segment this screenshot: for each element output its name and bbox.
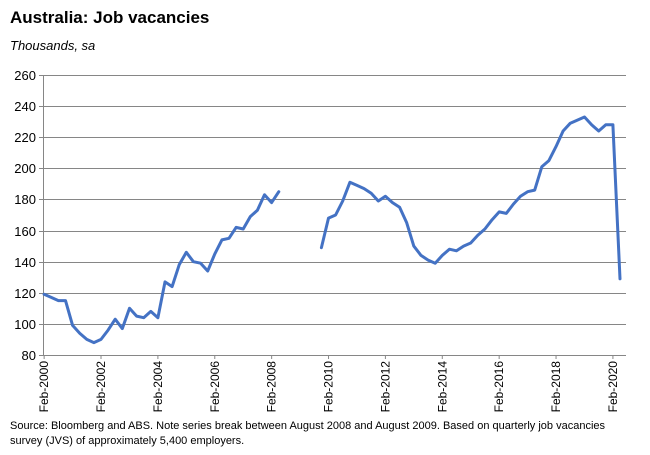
y-tick-label: 120	[14, 286, 36, 301]
x-tick-label: Feb-2012	[378, 361, 392, 413]
x-tick-label: Feb-2010	[322, 361, 336, 413]
y-tick-label: 200	[14, 161, 36, 176]
x-tick-label: Feb-2020	[606, 361, 620, 413]
x-tick-labels: Feb-2000 Feb-2002 Feb-2004 Feb-2006 Feb-2008…	[37, 361, 620, 413]
x-tick-label: Feb-2016	[492, 361, 506, 413]
y-tick-label: 220	[14, 130, 36, 145]
x-tick-label: Feb-2006	[208, 361, 222, 413]
x-tick-label: Feb-2004	[151, 361, 165, 413]
y-tick-label: 140	[14, 255, 36, 270]
chart-subtitle: Thousands, sa	[10, 38, 96, 53]
x-tick-label: Feb-2018	[549, 361, 563, 413]
x-tick-label: Feb-2014	[435, 361, 449, 413]
gridlines	[43, 75, 626, 325]
axes	[39, 75, 626, 359]
y-tick-labels: 80 100 120 140 160 180 200 220 240 260	[14, 68, 36, 363]
y-tick-label: 260	[14, 68, 36, 83]
source-note: Source: Bloomberg and ABS. Note series b…	[10, 420, 605, 447]
y-tick-label: 180	[14, 192, 36, 207]
x-tick-label: Feb-2008	[265, 361, 279, 413]
y-tick-label: 80	[22, 348, 36, 363]
series-line	[42, 190, 281, 345]
y-tick-label: 160	[14, 224, 36, 239]
series-line	[319, 115, 622, 281]
y-tick-label: 240	[14, 99, 36, 114]
chart-title: Australia: Job vacancies	[10, 8, 210, 27]
x-tick-label: Feb-2002	[94, 361, 108, 413]
x-tick-label: Feb-2000	[37, 361, 51, 413]
series	[42, 115, 622, 345]
y-tick-label: 100	[14, 317, 36, 332]
